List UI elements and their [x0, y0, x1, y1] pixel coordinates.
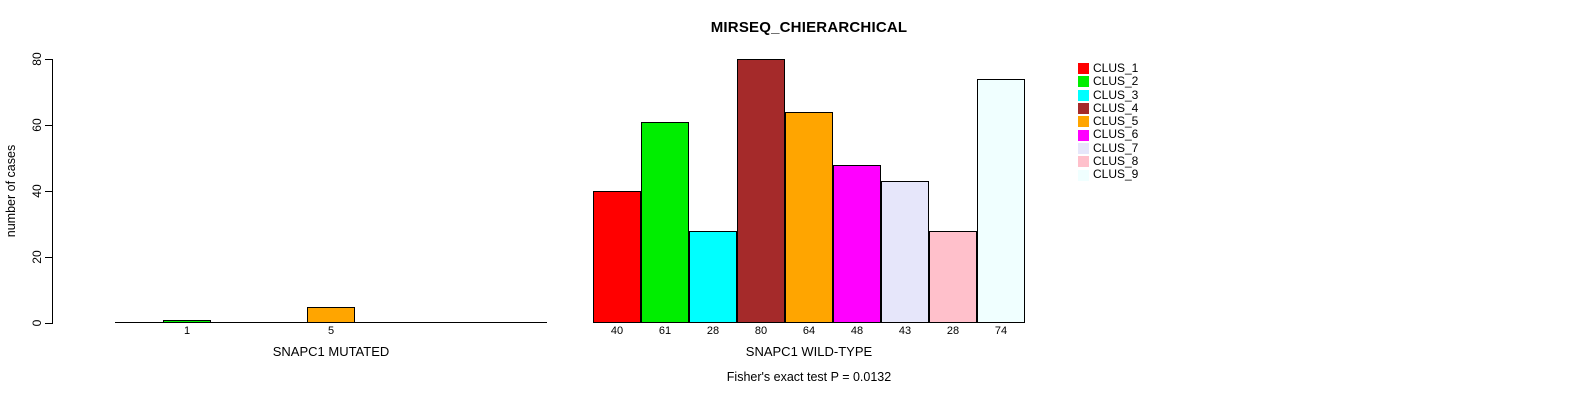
legend-row-CLUS_4: CLUS_4 [1078, 100, 1139, 115]
legend-label-CLUS_5: CLUS_5 [1093, 114, 1139, 129]
legend-swatch-CLUS_4 [1078, 103, 1089, 115]
bar-CLUS_1 [593, 191, 641, 323]
bar-slot-CLUS_7 [881, 58, 929, 323]
bar-label-CLUS_3 [211, 325, 259, 338]
legend-label-CLUS_7: CLUS_7 [1093, 140, 1139, 155]
y-tick-60 [45, 125, 53, 126]
bar-slot-CLUS_6 [355, 58, 403, 323]
x-axis-title-wild-type: SNAPC1 WILD-TYPE [745, 344, 873, 359]
bar-CLUS_8 [929, 230, 977, 323]
legend-row-CLUS_8: CLUS_8 [1078, 154, 1139, 169]
bar-slot-CLUS_9 [977, 58, 1025, 323]
bar-CLUS_5 [785, 111, 833, 323]
chart-title: MIRSEQ_CHIERARCHICAL [710, 19, 908, 36]
bar-CLUS_4 [737, 59, 785, 323]
bar-label-CLUS_1 [115, 325, 163, 338]
bar-CLUS_6 [833, 164, 881, 323]
bar-slot-CLUS_1 [593, 58, 641, 323]
bar-label-CLUS_6: 48 [850, 325, 864, 337]
y-tick-label-0: 0 [30, 319, 44, 327]
y-tick-label-60: 60 [30, 118, 44, 132]
y-tick-label-80: 80 [30, 52, 44, 66]
bar-slot-CLUS_4 [737, 58, 785, 323]
bar-label-CLUS_9 [499, 325, 547, 338]
bar-label-CLUS_2: 1 [183, 325, 191, 337]
legend-label-CLUS_8: CLUS_8 [1093, 154, 1139, 169]
legend-swatch-CLUS_9 [1078, 169, 1089, 181]
bar-label-CLUS_7: 43 [898, 325, 912, 337]
bar-label-CLUS_5: 64 [802, 325, 816, 337]
y-tick-label-20: 20 [30, 250, 44, 264]
bar-slot-CLUS_3 [211, 58, 259, 323]
panel-snapc1-wild-type: 40 61 28 80 64 48 43 28 74 SNAPC1 WILD-TYPE [593, 0, 1025, 400]
bar-label-CLUS_6 [355, 325, 403, 338]
legend-label-CLUS_1: CLUS_1 [1093, 61, 1139, 75]
bar-label-CLUS_8: 28 [946, 325, 960, 337]
legend-row-CLUS_9: CLUS_9 [1078, 168, 1138, 181]
x-axis-baseline-mutated [115, 322, 547, 323]
y-tick-20 [45, 257, 53, 258]
legend: CLUS_1 CLUS_2 CLUS_3 CLUS_4 CLUS_5 CLUS_6 CLUS… [1078, 61, 1139, 182]
bar-slot-CLUS_8 [451, 58, 499, 323]
bar-label-CLUS_2: 61 [658, 325, 672, 337]
legend-label-CLUS_4: CLUS_4 [1093, 100, 1139, 115]
bar-CLUS_7 [881, 181, 929, 323]
bar-slot-CLUS_8 [929, 58, 977, 323]
bars-row-mutated [115, 58, 547, 323]
legend-label-CLUS_6: CLUS_6 [1093, 127, 1139, 142]
bar-label-CLUS_5: 5 [327, 325, 335, 337]
legend-swatch-CLUS_3 [1078, 89, 1089, 101]
x-axis-title-mutated: SNAPC1 MUTATED [272, 344, 390, 359]
y-tick-0 [45, 323, 53, 324]
bar-slot-CLUS_6 [833, 58, 881, 323]
legend-swatch-CLUS_7 [1078, 142, 1089, 154]
y-tick-80 [45, 59, 53, 60]
y-tick-40 [45, 191, 53, 192]
bars-row-wild-type [593, 58, 1025, 323]
bar-slot-CLUS_9 [499, 58, 547, 323]
bar-slot-CLUS_7 [403, 58, 451, 323]
legend-swatch-CLUS_8 [1078, 156, 1089, 168]
y-axis-label: number of cases [4, 144, 18, 238]
y-tick-label-40: 40 [30, 184, 44, 198]
legend-swatch-CLUS_1 [1078, 63, 1089, 75]
x-axis-baseline-wild-type [593, 322, 1025, 323]
bar-slot-CLUS_4 [259, 58, 307, 323]
bar-CLUS_3 [689, 230, 737, 323]
legend-row-CLUS_5: CLUS_5 [1078, 114, 1139, 129]
bar-label-CLUS_8 [451, 325, 499, 338]
bar-labels-row-wild-type: 40 61 28 80 64 48 43 28 74 [593, 325, 1025, 338]
legend-label-CLUS_2: CLUS_2 [1093, 74, 1139, 89]
bar-slot-CLUS_2 [163, 58, 211, 323]
bar-CLUS_5 [307, 306, 355, 323]
bar-slot-CLUS_5 [307, 58, 355, 323]
bar-slot-CLUS_1 [115, 58, 163, 323]
bar-CLUS_9 [977, 78, 1025, 323]
legend-row-CLUS_3: CLUS_3 [1078, 87, 1139, 102]
bar-slot-CLUS_5 [785, 58, 833, 323]
legend-row-CLUS_6: CLUS_6 [1078, 128, 1138, 141]
bar-label-CLUS_4 [259, 325, 307, 338]
legend-swatch-CLUS_5 [1078, 116, 1089, 128]
bar-label-CLUS_4: 80 [754, 325, 768, 337]
bar-label-CLUS_7 [403, 325, 451, 338]
legend-row-CLUS_2: CLUS_2 [1078, 74, 1139, 89]
bar-label-CLUS_9: 74 [994, 325, 1008, 337]
bar-slot-CLUS_3 [689, 58, 737, 323]
legend-row-CLUS_7: CLUS_7 [1078, 140, 1139, 155]
bar-slot-CLUS_2 [641, 58, 689, 323]
legend-label-CLUS_3: CLUS_3 [1093, 87, 1139, 102]
bar-CLUS_2 [641, 121, 689, 323]
fisher-test-pvalue: Fisher's exact test P = 0.0132 [726, 370, 892, 384]
bar-label-CLUS_1: 40 [610, 325, 624, 337]
legend-row-CLUS_1: CLUS_1 [1078, 61, 1139, 75]
legend-swatch-CLUS_6 [1078, 129, 1089, 141]
legend-label-CLUS_9: CLUS_9 [1093, 167, 1139, 182]
bar-label-CLUS_3: 28 [706, 325, 720, 337]
legend-swatch-CLUS_2 [1078, 76, 1089, 88]
